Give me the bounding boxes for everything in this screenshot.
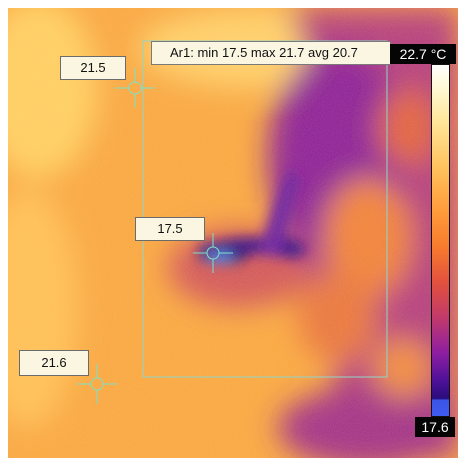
temperature-colorbar	[431, 64, 450, 417]
roi-stats-label: Ar1: min 17.5 max 21.7 avg 20.7	[151, 41, 391, 65]
spot-label-3: 21.6	[19, 350, 89, 376]
scale-max-label[interactable]: 22.7 °C	[390, 44, 456, 64]
spot-label-1: 21.5	[60, 56, 126, 80]
spot-label-2: 17.5	[135, 217, 205, 241]
scale-min-label[interactable]: 17.6	[415, 417, 455, 437]
